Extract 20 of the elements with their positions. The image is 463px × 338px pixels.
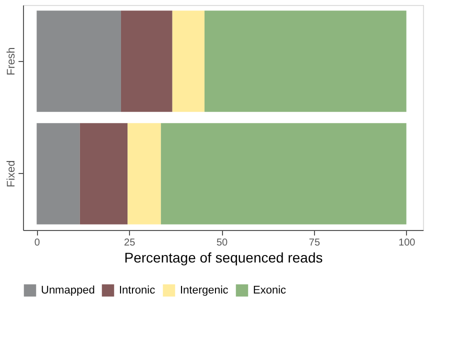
legend-label: Intergenic (180, 284, 229, 296)
x-tick-label: 75 (308, 238, 320, 248)
bar (204, 10, 406, 112)
bar (80, 123, 128, 224)
y-tick-label: Fixed (6, 160, 18, 188)
bar (36, 10, 121, 112)
x-tick-label: 100 (398, 238, 416, 248)
bar (120, 10, 172, 112)
bar (172, 10, 205, 112)
legend-label: Intronic (119, 284, 156, 296)
y-tick-label: Fresh (6, 47, 18, 76)
bar (128, 123, 161, 224)
x-tick-label: 25 (124, 238, 136, 248)
x-tick-label: 50 (216, 238, 228, 248)
bar (36, 123, 80, 224)
x-axis-title: Percentage of sequenced reads (124, 250, 323, 266)
bar (160, 123, 406, 224)
legend-label: Unmapped (41, 284, 95, 296)
x-tick-label: 0 (34, 238, 40, 248)
legend-label: Exonic (253, 284, 287, 296)
